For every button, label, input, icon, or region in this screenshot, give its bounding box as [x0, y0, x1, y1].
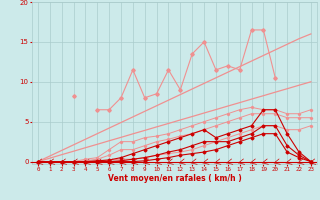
- X-axis label: Vent moyen/en rafales ( km/h ): Vent moyen/en rafales ( km/h ): [108, 174, 241, 183]
